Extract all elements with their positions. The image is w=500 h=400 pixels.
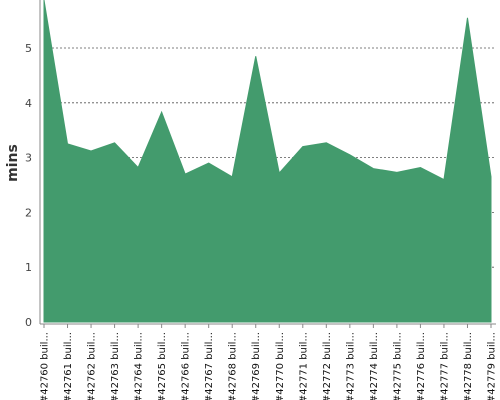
x-tick-label: #42772 buil... [322,332,333,400]
x-tick-label: #42769 buil... [251,332,262,400]
y-tick-label: 3 [25,152,32,165]
series-area [43,0,492,323]
x-tick-label: #42774 buil... [369,332,380,400]
x-tick-label: #42779 buil... [487,332,498,400]
y-tick-label: 4 [25,97,32,110]
x-tick-labels: #42760 buil... #42761 buil... #42762 buil.… [40,332,498,400]
x-tick-label: #42768 buil... [228,332,239,400]
x-tick-label: #42761 buil... [63,332,74,400]
series-area-layer [43,0,492,323]
y-tick-label: 0 [25,316,32,329]
x-tick-label: #42763 buil... [110,332,121,400]
y-tick-labels: 0 1 2 3 4 5 [25,42,32,329]
x-tick-label: #42777 buil... [439,332,450,400]
x-tick-label: #42775 buil... [392,332,403,400]
x-tick-label: #42767 buil... [204,332,215,400]
x-tick-label: #42771 buil... [298,332,309,400]
y-tick-label: 1 [25,261,32,274]
x-tick-label: #42778 buil... [463,332,474,400]
y-tick-label: 2 [25,206,32,219]
axes [39,0,496,328]
x-tick-label: #42766 buil... [181,332,192,400]
x-tick-label: #42776 buil... [416,332,427,400]
x-tick-label: #42773 buil... [345,332,356,400]
x-tick-label: #42762 buil... [87,332,98,400]
x-tick-label: #42764 buil... [134,332,145,400]
x-tick-label: #42770 buil... [275,332,286,400]
x-tick-label: #42760 buil... [40,332,51,400]
y-axis-title: mins [5,144,21,182]
x-tick-label: #42765 buil... [157,332,168,400]
y-tick-label: 5 [25,42,32,55]
